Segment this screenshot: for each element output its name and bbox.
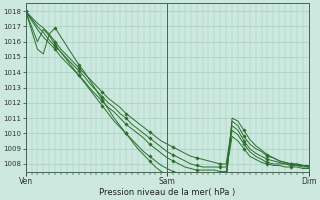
X-axis label: Pression niveau de la mer( hPa ): Pression niveau de la mer( hPa ) xyxy=(99,188,235,197)
